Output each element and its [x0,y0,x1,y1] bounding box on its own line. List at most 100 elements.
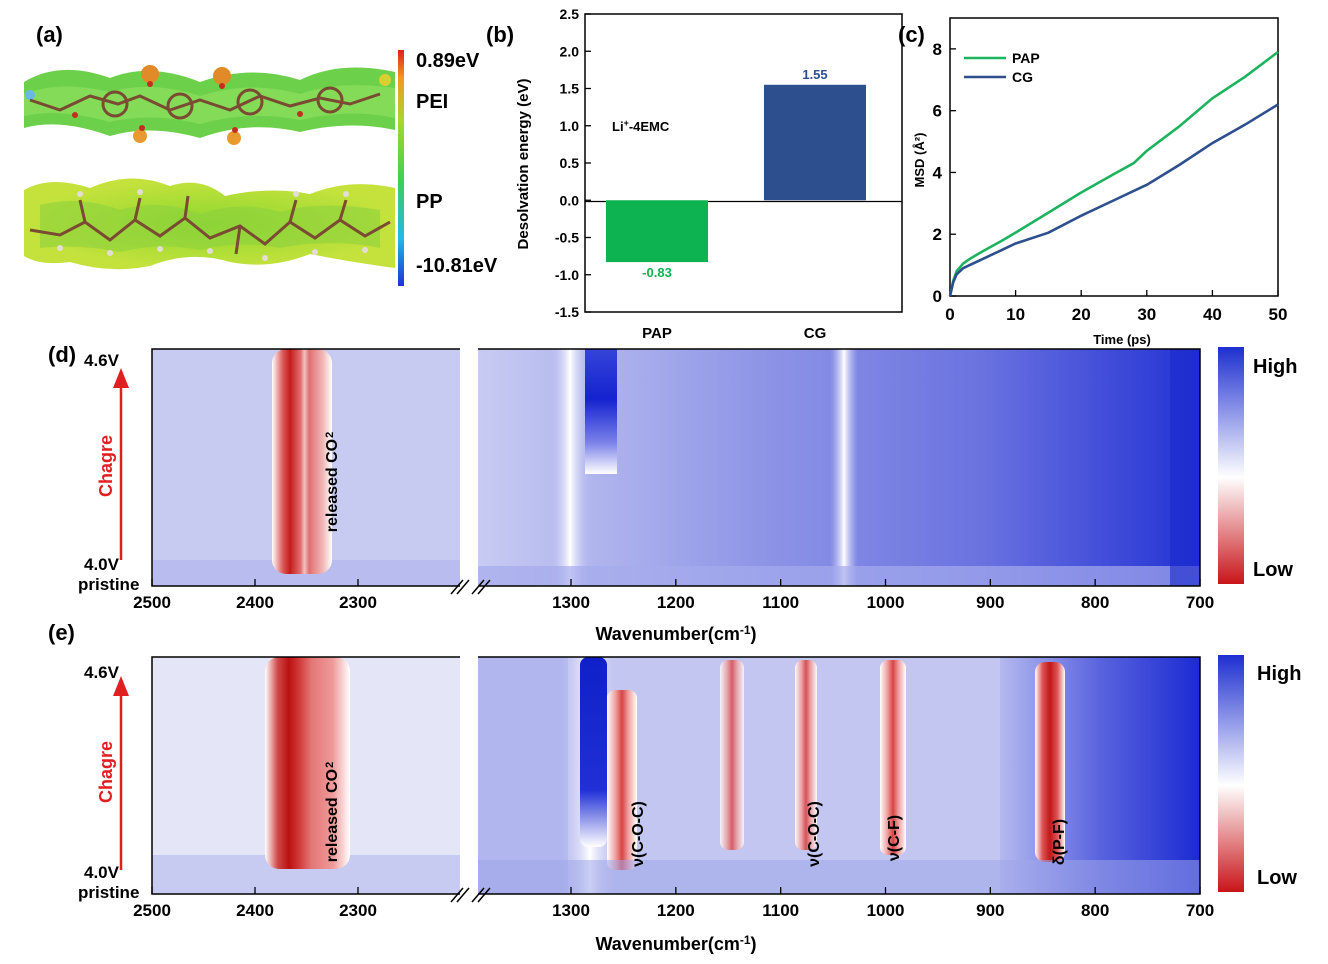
c-ytick-label: 6 [933,102,942,121]
bar-pap-value: -0.83 [642,265,672,280]
b-category-pap: PAP [642,325,672,342]
d-xtick-label: 1200 [657,593,695,612]
c-xtick-label: 20 [1072,305,1091,324]
d-xlabel: Wavenumber(cm-1) [595,623,756,644]
e-axis-break [460,655,478,896]
c-ytick-label: 8 [933,40,942,59]
e-band-coc-2 [795,660,817,850]
pp-label: PP [416,191,443,213]
d-xtick-label: 800 [1081,593,1109,612]
e-blue-band [580,657,607,847]
b-ytick-label: 1.0 [560,118,580,134]
e-xtick-label: 1100 [762,901,799,920]
panel-a: (a) [24,22,498,286]
c-xtick-label: 0 [945,305,954,324]
b-ytick-label: -1.0 [555,267,579,283]
panel-e-label: (e) [48,620,75,645]
d-xtick-label: 1300 [552,593,590,612]
pei-label: PEI [416,91,448,113]
e-ylabel-top: 4.6V [84,663,120,682]
e-annot-pf: δ(P-F) [1051,819,1068,865]
d-colorbar [1218,347,1244,584]
e-co2-band [265,657,350,869]
d-axis-break [460,347,478,588]
d-xtick-label: 700 [1186,593,1214,612]
e-charge-label: Chagre [96,741,116,803]
d-break-marks [450,579,491,595]
bar-cg-value: 1.55 [802,67,827,82]
e-band-1150 [720,660,744,850]
e-xtick-label: 1300 [552,901,590,920]
e-xtick-label: 800 [1081,901,1109,920]
c-ytick-label: 0 [933,287,942,306]
pp-molecule-image [24,178,395,270]
e-charge-arrow-head [113,676,129,696]
e-xtick-label: 700 [1186,901,1214,920]
d-xtick-label: 2300 [339,593,377,612]
e-band-coc-1 [607,690,637,870]
b-ytick-label: -0.5 [555,230,579,246]
e-annot-cf: ν(C-F) [886,815,903,861]
d-co2-label: released CO2 [324,432,341,533]
bar-cg [764,84,866,201]
c-ytick-label: 2 [933,225,942,244]
e-xtick-label: 2300 [339,901,377,920]
c-xtick-label: 40 [1203,305,1222,324]
panel-c: (c) MSD (Å²) 0 2 4 6 8 0 10 20 30 40 50 Time (ps)… [898,17,1288,347]
e-colorbar-low: Low [1257,867,1297,889]
d-xtick-label: 2400 [236,593,274,612]
panel-b: (b) Desolvation energy (eV) -1.5 -1.0 -0.5… [486,6,903,342]
e-colorbar [1218,655,1244,892]
d-charge-label: Chagre [96,435,116,497]
e-band-pf [1035,662,1065,862]
b-ytick-label: 0.5 [560,155,580,171]
scale-max-label: 0.89eV [416,50,480,72]
e-base-right [478,860,1200,894]
b-ylabel: Desolvation energy (eV) [515,79,532,250]
d-colorbar-low: Low [1253,559,1293,581]
panel-d: (d) 4.6V 4.0V pristine Chagre released C… [48,342,1297,644]
b-ytick-label: -1.5 [555,304,579,320]
panel-d-label: (d) [48,342,76,367]
pei-molecule-image [24,65,395,145]
b-ytick-label: 1.5 [560,81,580,97]
d-xtick-label: 1100 [762,593,799,612]
c-xlabel: Time (ps) [1093,332,1151,347]
c-ylabel: MSD (Å²) [912,133,927,188]
e-xtick-label: 2400 [236,901,274,920]
bar-pap [606,200,708,263]
e-left-shade [478,657,568,894]
e-right-shade [1000,657,1200,894]
b-annotation: Li+-4EMC [612,118,670,134]
d-xtick-label: 2500 [133,593,171,612]
d-ylabel-top: 4.6V [84,351,120,370]
line-pap [948,50,1279,297]
d-blue-band [585,349,617,474]
e-xlabel: Wavenumber(cm-1) [595,933,756,954]
d-colorbar-high: High [1253,356,1297,378]
e-xtick-label: 900 [976,901,1004,920]
d-co2-band [272,349,332,574]
c-plot-frame [949,17,1279,297]
d-xtick-label: 1000 [867,593,905,612]
e-annot-coc-1: ν(C-O-C) [630,801,647,867]
e-xaxis: 2500 2400 2300 1300 1200 1100 1000 900 800 700 [133,887,1214,920]
e-xtick-label: 2500 [133,901,171,920]
legend-pap-label: PAP [1012,50,1040,66]
d-xtick-label: 900 [976,593,1004,612]
c-xtick-label: 50 [1269,305,1288,324]
d-ylabel-bottom: 4.0V [84,555,120,574]
c-xtick-label: 30 [1137,305,1156,324]
b-ytick-label: 2.5 [560,6,580,22]
d-white-band-2 [830,349,858,586]
e-co2-label: released CO2 [324,762,341,863]
c-yaxis: 0 2 4 6 8 [933,40,956,306]
e-colorbar-high: High [1257,663,1301,685]
d-ylabel-base: pristine [78,575,139,594]
d-edge-band [1170,349,1200,586]
b-yaxis: -1.5 -1.0 -0.5 0.0 0.5 1.0 1.5 2.0 2.5 [555,6,591,320]
b-ytick-label: 2.0 [560,43,580,59]
e-xtick-label: 1000 [867,901,905,920]
e-xtick-label: 1200 [657,901,695,920]
panel-e: (e) 4.6V 4.0V pristine Chagre released C… [48,620,1301,954]
